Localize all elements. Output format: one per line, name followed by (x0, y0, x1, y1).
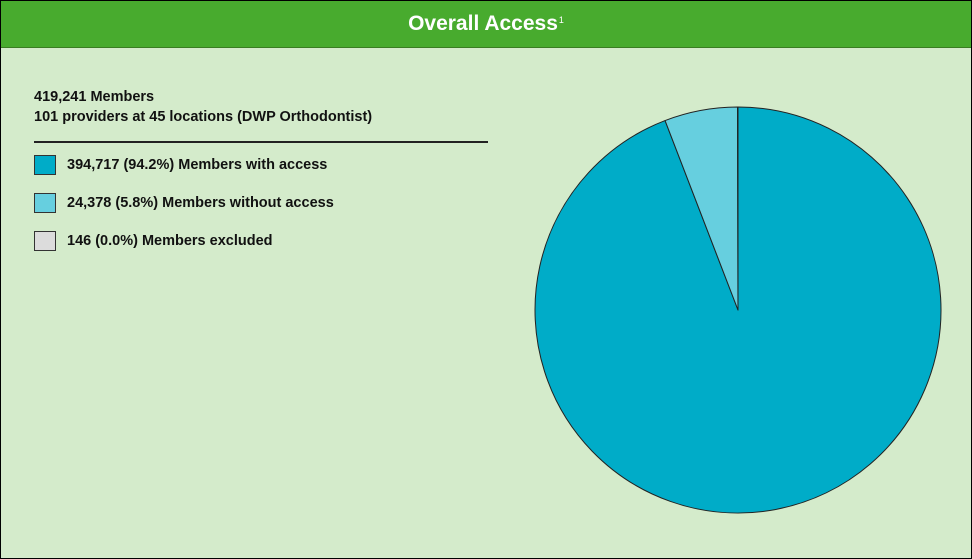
members-total: 419,241 Members (34, 89, 155, 105)
footnote-marker: 1 (558, 15, 564, 25)
legend-swatch-with-access (34, 155, 56, 175)
legend-swatch-without-access (34, 193, 56, 213)
providers-summary: 101 providers at 45 locations (DWP Ortho… (34, 109, 373, 125)
panel-title: Overall Access (408, 12, 558, 35)
panel-header: Overall Access 1 (1, 1, 971, 48)
legend-item-without-access: 24,378 (5.8%) Members without access (34, 191, 334, 215)
legend-label-with-access: 394,717 (94.2%) Members with access (67, 157, 328, 173)
legend-swatch-excluded (34, 231, 56, 251)
legend-item-excluded: 146 (0.0%) Members excluded (34, 229, 334, 253)
legend: 394,717 (94.2%) Members with access 24,3… (34, 153, 334, 267)
legend-item-with-access: 394,717 (94.2%) Members with access (34, 153, 334, 177)
summary-block: 419,241 Members 101 providers at 45 loca… (34, 87, 372, 127)
legend-label-excluded: 146 (0.0%) Members excluded (67, 233, 273, 249)
pie-chart-container (533, 105, 943, 520)
summary-divider (34, 141, 488, 143)
pie-chart (534, 106, 942, 514)
legend-label-without-access: 24,378 (5.8%) Members without access (67, 195, 334, 211)
